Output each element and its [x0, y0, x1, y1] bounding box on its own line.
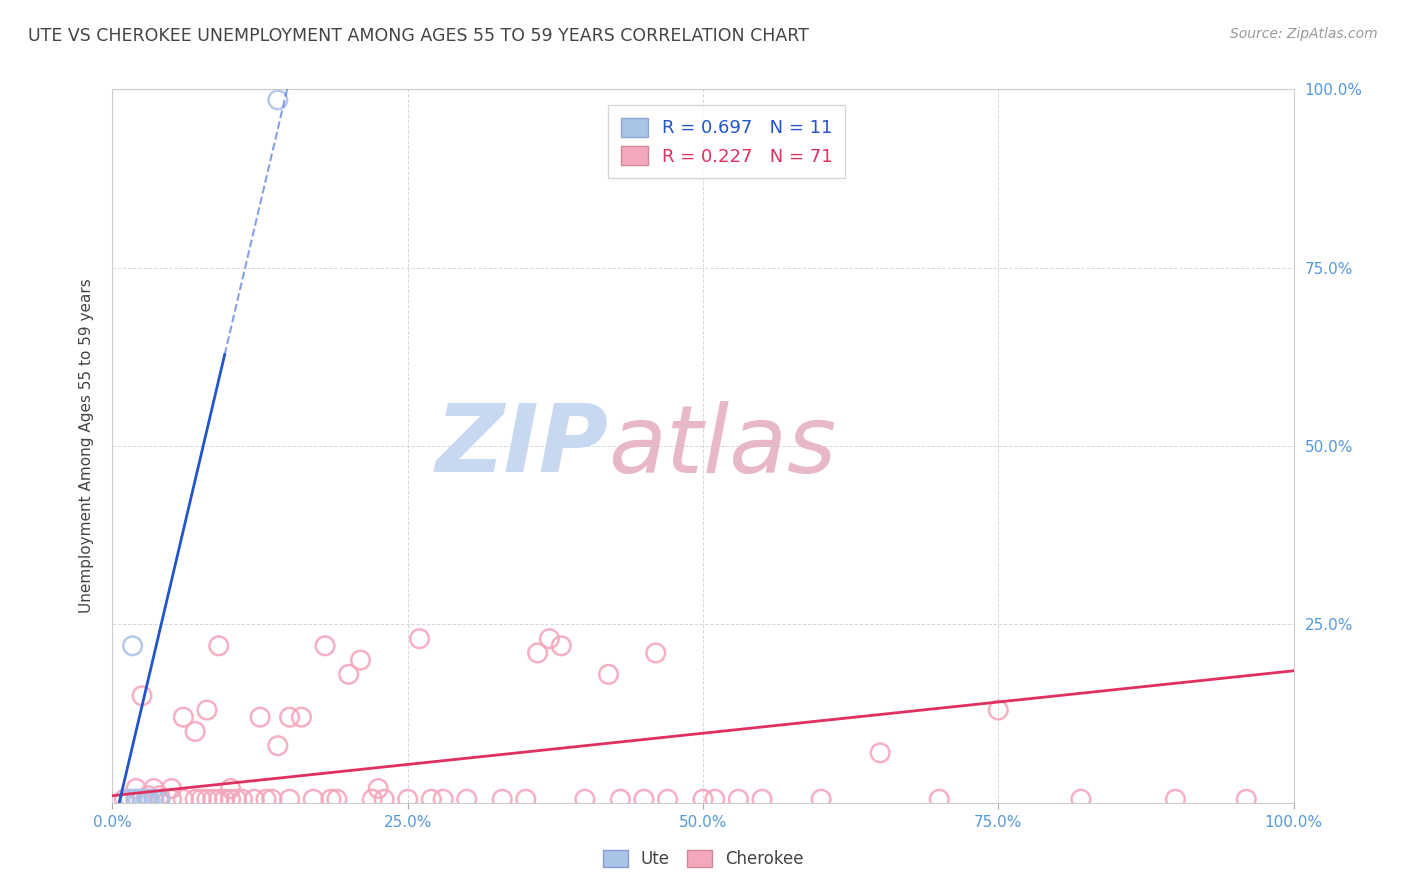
Point — [249, 710, 271, 724]
Point — [526, 646, 548, 660]
Point — [550, 639, 572, 653]
Point — [125, 792, 148, 806]
Point — [243, 792, 266, 806]
Point — [172, 710, 194, 724]
Point — [149, 792, 172, 806]
Point — [349, 653, 371, 667]
Point — [373, 792, 395, 806]
Point — [125, 792, 148, 806]
Point — [267, 739, 290, 753]
Point — [131, 689, 153, 703]
Point — [142, 781, 165, 796]
Point — [136, 789, 159, 803]
Point — [420, 792, 443, 806]
Point — [1164, 792, 1187, 806]
Point — [326, 792, 349, 806]
Point — [120, 792, 142, 806]
Point — [928, 792, 950, 806]
Point — [408, 632, 430, 646]
Point — [1234, 792, 1257, 806]
Text: UTE VS CHEROKEE UNEMPLOYMENT AMONG AGES 55 TO 59 YEARS CORRELATION CHART: UTE VS CHEROKEE UNEMPLOYMENT AMONG AGES … — [28, 27, 808, 45]
Point — [987, 703, 1010, 717]
Point — [225, 792, 247, 806]
Point — [727, 792, 749, 806]
Point — [120, 792, 142, 806]
Point — [214, 792, 236, 806]
Text: atlas: atlas — [609, 401, 837, 491]
Point — [201, 792, 224, 806]
Point — [142, 792, 165, 806]
Point — [278, 792, 301, 806]
Point — [131, 792, 153, 806]
Point — [125, 781, 148, 796]
Point — [135, 794, 157, 808]
Point — [491, 792, 513, 806]
Point — [703, 792, 725, 806]
Point — [598, 667, 620, 681]
Point — [314, 639, 336, 653]
Point — [195, 792, 218, 806]
Point — [231, 792, 253, 806]
Point — [751, 792, 773, 806]
Y-axis label: Unemployment Among Ages 55 to 59 years: Unemployment Among Ages 55 to 59 years — [79, 278, 94, 614]
Point — [456, 792, 478, 806]
Point — [127, 794, 149, 808]
Point — [290, 710, 312, 724]
Text: ZIP: ZIP — [436, 400, 609, 492]
Point — [139, 794, 162, 808]
Point — [609, 792, 631, 806]
Point — [208, 792, 231, 806]
Point — [267, 93, 290, 107]
Text: Source: ZipAtlas.com: Source: ZipAtlas.com — [1230, 27, 1378, 41]
Point — [184, 792, 207, 806]
Point — [657, 792, 679, 806]
Legend: R = 0.697   N = 11, R = 0.227   N = 71: R = 0.697 N = 11, R = 0.227 N = 71 — [607, 105, 845, 178]
Point — [219, 781, 242, 796]
Point — [538, 632, 561, 646]
Point — [515, 792, 537, 806]
Point — [208, 639, 231, 653]
Point — [574, 792, 596, 806]
Point — [644, 646, 666, 660]
Point — [1070, 792, 1092, 806]
Point — [195, 703, 218, 717]
Point — [692, 792, 714, 806]
Point — [361, 792, 384, 806]
Point — [136, 792, 159, 806]
Point — [869, 746, 891, 760]
Point — [319, 792, 342, 806]
Point — [302, 792, 325, 806]
Point — [396, 792, 419, 806]
Point — [190, 792, 212, 806]
Point — [112, 792, 135, 806]
Point — [121, 639, 143, 653]
Point — [136, 792, 159, 806]
Point — [432, 792, 454, 806]
Point — [149, 789, 172, 803]
Point — [367, 781, 389, 796]
Point — [219, 792, 242, 806]
Point — [172, 792, 194, 806]
Point — [160, 792, 183, 806]
Point — [260, 792, 283, 806]
Legend: Ute, Cherokee: Ute, Cherokee — [596, 843, 810, 875]
Point — [810, 792, 832, 806]
Point — [160, 781, 183, 796]
Point — [278, 710, 301, 724]
Point — [149, 794, 172, 808]
Point — [254, 792, 277, 806]
Point — [184, 724, 207, 739]
Point — [633, 792, 655, 806]
Point — [337, 667, 360, 681]
